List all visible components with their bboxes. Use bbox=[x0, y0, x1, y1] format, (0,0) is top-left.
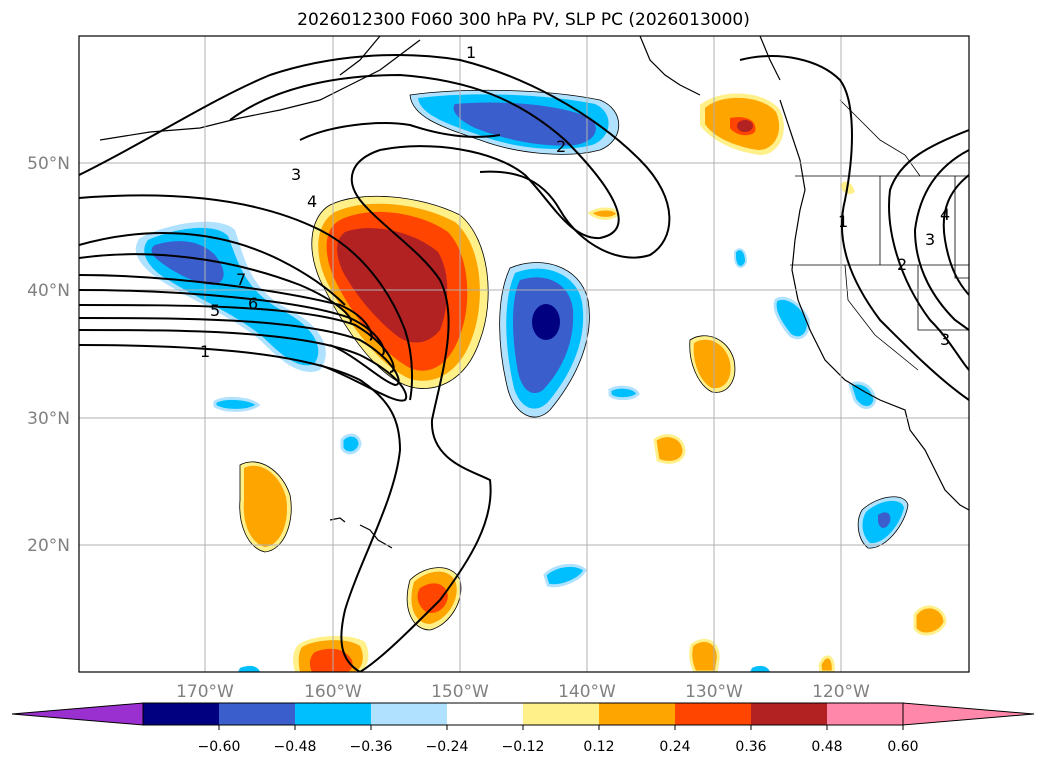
lat-label: 40°N bbox=[27, 281, 70, 301]
colorbar-segment bbox=[827, 703, 904, 725]
colorbar-extend-max bbox=[902, 702, 1035, 726]
pv-outlines bbox=[239, 89, 909, 631]
colorbar-tick-label: 0.48 bbox=[811, 739, 842, 755]
contour-label: 3 bbox=[925, 230, 935, 249]
lat-label: 50°N bbox=[27, 154, 70, 174]
contour-labels: 1 2 3 4 7 6 5 1 1 2 3 4 3 bbox=[200, 43, 950, 361]
colorbar-tick-label: 0.36 bbox=[735, 739, 766, 755]
contour-label: 1 bbox=[466, 43, 476, 62]
colorbar-tick-label: −0.12 bbox=[502, 739, 545, 755]
contour-label: 5 bbox=[210, 301, 220, 320]
colorbar-extend-min bbox=[11, 702, 144, 726]
lon-label: 150°W bbox=[431, 682, 489, 702]
colorbar-segment bbox=[219, 703, 296, 725]
longitude-labels: 170°W 160°W 150°W 140°W 130°W 120°W bbox=[176, 682, 870, 702]
lon-label: 140°W bbox=[558, 682, 616, 702]
contour-label: 4 bbox=[940, 205, 950, 224]
contour-label: 3 bbox=[291, 165, 301, 184]
contour-label: 3 bbox=[940, 330, 950, 349]
map-frame bbox=[78, 35, 970, 673]
gridlines bbox=[79, 36, 969, 672]
colorbar-segment bbox=[295, 703, 372, 725]
colorbar-tick-label: −0.60 bbox=[198, 739, 241, 755]
latitude-labels: 50°N 40°N 30°N 20°N bbox=[27, 154, 70, 556]
lat-label: 30°N bbox=[27, 409, 70, 429]
lon-label: 160°W bbox=[304, 682, 362, 702]
contour-label: 1 bbox=[838, 212, 848, 231]
colorbar-tick-label: 0.60 bbox=[887, 739, 918, 755]
colorbar-segment bbox=[751, 703, 828, 725]
contour-label: 2 bbox=[897, 255, 907, 274]
colorbar-tick-label: −0.36 bbox=[350, 739, 393, 755]
colorbar-segment bbox=[447, 703, 524, 725]
colorbar-segment bbox=[675, 703, 752, 725]
contour-label: 4 bbox=[307, 192, 317, 211]
lon-label: 120°W bbox=[812, 682, 870, 702]
contour-label: 2 bbox=[556, 137, 566, 156]
colorbar-segment bbox=[599, 703, 676, 725]
contour-label: 1 bbox=[200, 342, 210, 361]
contour-label: 6 bbox=[248, 294, 258, 313]
lat-label: 20°N bbox=[27, 536, 70, 556]
contour-label: 7 bbox=[236, 270, 246, 289]
colorbar-tick-label: −0.48 bbox=[274, 739, 317, 755]
colorbar-tick-label: 0.24 bbox=[659, 739, 690, 755]
slp-contours bbox=[79, 54, 969, 672]
colorbar-tick-label: −0.24 bbox=[426, 739, 469, 755]
colorbar: −0.60 −0.48 −0.36 −0.24 −0.12 0.12 0.24 0.36 0.4… bbox=[11, 702, 1035, 755]
lon-label: 170°W bbox=[176, 682, 234, 702]
colorbar-segment bbox=[371, 703, 448, 725]
colorbar-tick-label: 0.12 bbox=[583, 739, 614, 755]
plot-title: 2026012300 F060 300 hPa PV, SLP PC (2026… bbox=[297, 10, 750, 30]
lon-label: 130°W bbox=[685, 682, 743, 702]
coastlines bbox=[99, 36, 969, 549]
pv-shading bbox=[135, 90, 947, 672]
colorbar-segment bbox=[143, 703, 220, 725]
colorbar-segment bbox=[523, 703, 600, 725]
